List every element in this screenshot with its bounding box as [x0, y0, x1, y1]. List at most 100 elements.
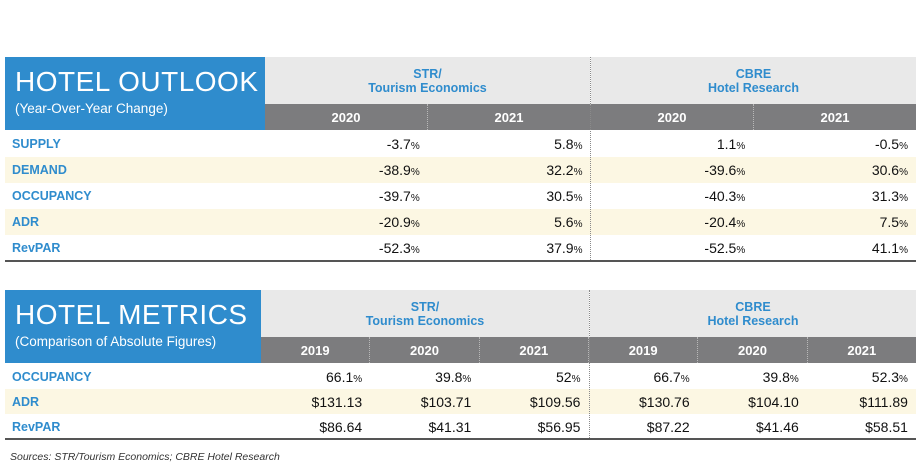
metrics-year-header: 2019 2020 2021 2019 2020 2021 [261, 337, 916, 363]
table-cell: $111.89 [807, 394, 916, 410]
table-cell: $56.95 [479, 419, 588, 435]
year-header-cell: 2020 [697, 337, 806, 363]
cell-value: 1.1 [716, 136, 737, 152]
table-cell: $58.51 [807, 419, 916, 435]
table-cell: $130.76 [588, 394, 697, 410]
cell-value: -38.9 [378, 162, 411, 178]
table-cell: 52% [479, 369, 588, 385]
table-row: ADR $131.13 $103.71 $109.56 $130.76 $104.10 $1… [5, 389, 916, 414]
outlook-source-cbre: CBRE Hotel Research [591, 57, 916, 104]
cell-value: $109.56 [529, 393, 581, 410]
table-cell: -52.5% [591, 240, 754, 256]
table-cell: 1.1% [591, 136, 754, 152]
cell-unit: % [899, 245, 908, 256]
table-cell: $103.71 [370, 394, 479, 410]
cell-value: $87.22 [646, 418, 690, 435]
row-label: OCCUPANCY [12, 369, 92, 384]
outlook-source-str: STR/Tourism Economics [265, 57, 590, 104]
table-row: ADR -20.9% 5.6% -20.4% 7.5% [5, 209, 916, 235]
cell-value: -52.3 [378, 240, 411, 256]
metrics-source-cbre: CBRE Hotel Research [590, 290, 916, 337]
year-header-cell: 2019 [300, 342, 330, 358]
year-header-cell: 2021 [478, 337, 588, 363]
cell-value: 52 [555, 368, 572, 385]
table-cell: -39.6% [591, 162, 754, 178]
cell-value: $103.71 [420, 393, 472, 410]
group-separator [590, 57, 591, 262]
hotel-metrics-table: HOTEL METRICS (Comparison of Absolute Fi… [5, 290, 916, 440]
cell-value: $130.76 [639, 393, 690, 410]
cell-value: -20.4 [704, 214, 737, 230]
table-cell: 32.2% [428, 162, 591, 178]
table-cell: 66.7% [588, 369, 697, 385]
cell-value: -52.5 [704, 240, 737, 256]
table-cell: -39.7% [265, 188, 428, 204]
table-cell: -0.5% [753, 136, 916, 152]
row-label: ADR [12, 394, 40, 409]
table-cell: $87.22 [588, 419, 697, 435]
table-cell: 39.8% [698, 369, 807, 385]
cell-unit: % [899, 167, 908, 178]
table-bottom-rule [5, 438, 916, 440]
year-header-cell: 2021 [806, 337, 916, 363]
cell-unit: % [899, 141, 908, 152]
row-label: SUPPLY [12, 137, 61, 151]
cell-value: $131.13 [311, 393, 363, 410]
outlook-subtitle: (Year-Over-Year Change) [15, 101, 168, 116]
cell-value: 30.5 [546, 188, 574, 204]
row-label: DEMAND [12, 163, 67, 177]
table-cell: 66.1% [261, 369, 370, 385]
cell-value: 66.7 [653, 368, 681, 385]
row-label: ADR [12, 215, 40, 229]
cell-value: $58.51 [865, 418, 908, 435]
cell-unit: % [573, 245, 583, 256]
table-cell: $86.64 [261, 419, 370, 435]
cell-value: 66.1 [326, 368, 354, 385]
table-cell: -20.4% [591, 214, 754, 230]
cell-value: $56.95 [537, 418, 581, 435]
year-header-cell: 2019 [587, 337, 697, 363]
cell-unit: % [573, 193, 583, 204]
table-cell: 37.9% [428, 240, 591, 256]
cell-unit: % [573, 141, 583, 152]
cell-value: -39.7 [378, 188, 411, 204]
cell-unit: % [899, 373, 908, 385]
table-cell: $41.31 [370, 419, 479, 435]
group-separator [589, 290, 590, 440]
table-cell: 30.6% [753, 162, 916, 178]
cell-value: $41.31 [428, 418, 472, 435]
table-cell: 41.1% [753, 240, 916, 256]
table-cell: $104.10 [698, 394, 807, 410]
footnote: Sources: STR/Tourism Economics; CBRE Hot… [10, 451, 280, 463]
metrics-source-str: STR/Tourism Economics [261, 290, 589, 337]
year-header-cell: 2021 [753, 104, 916, 130]
year-header-cell: 2021 [427, 104, 590, 130]
hotel-outlook-table: HOTEL OUTLOOK (Year-Over-Year Change) ST… [5, 57, 916, 262]
cell-value: 32.2 [546, 162, 574, 178]
cell-value: -3.7 [386, 136, 411, 152]
table-cell: -38.9% [265, 162, 428, 178]
table-cell: -20.9% [265, 214, 428, 230]
cell-value: $41.46 [755, 418, 799, 435]
row-label: OCCUPANCY [12, 189, 92, 203]
year-header-cell: 2020 [331, 109, 361, 125]
year-header-cell: 2020 [590, 104, 753, 130]
table-row: OCCUPANCY 66.1% 39.8% 52% 66.7% 39.8% 52.3% [5, 364, 916, 389]
cell-value: $104.10 [748, 393, 799, 410]
cell-value: 30.6 [871, 162, 900, 178]
cell-unit: % [571, 373, 581, 385]
metrics-title-box: HOTEL METRICS (Comparison of Absolute Fi… [5, 290, 261, 363]
cell-unit: % [410, 141, 420, 152]
cell-unit: % [410, 245, 420, 256]
table-cell: $41.46 [698, 419, 807, 435]
outlook-title: HOTEL OUTLOOK [15, 66, 259, 97]
cell-value: 5.6 [554, 214, 574, 230]
cell-unit: % [736, 245, 746, 256]
table-cell: 52.3% [807, 369, 916, 385]
cell-value: 7.5 [879, 214, 900, 230]
cell-value: 31.3 [871, 188, 900, 204]
table-cell: 5.6% [428, 214, 591, 230]
cell-value: 39.8 [762, 368, 790, 385]
table-row: RevPAR -52.3% 37.9% -52.5% 41.1% [5, 235, 916, 261]
table-cell: 30.5% [428, 188, 591, 204]
